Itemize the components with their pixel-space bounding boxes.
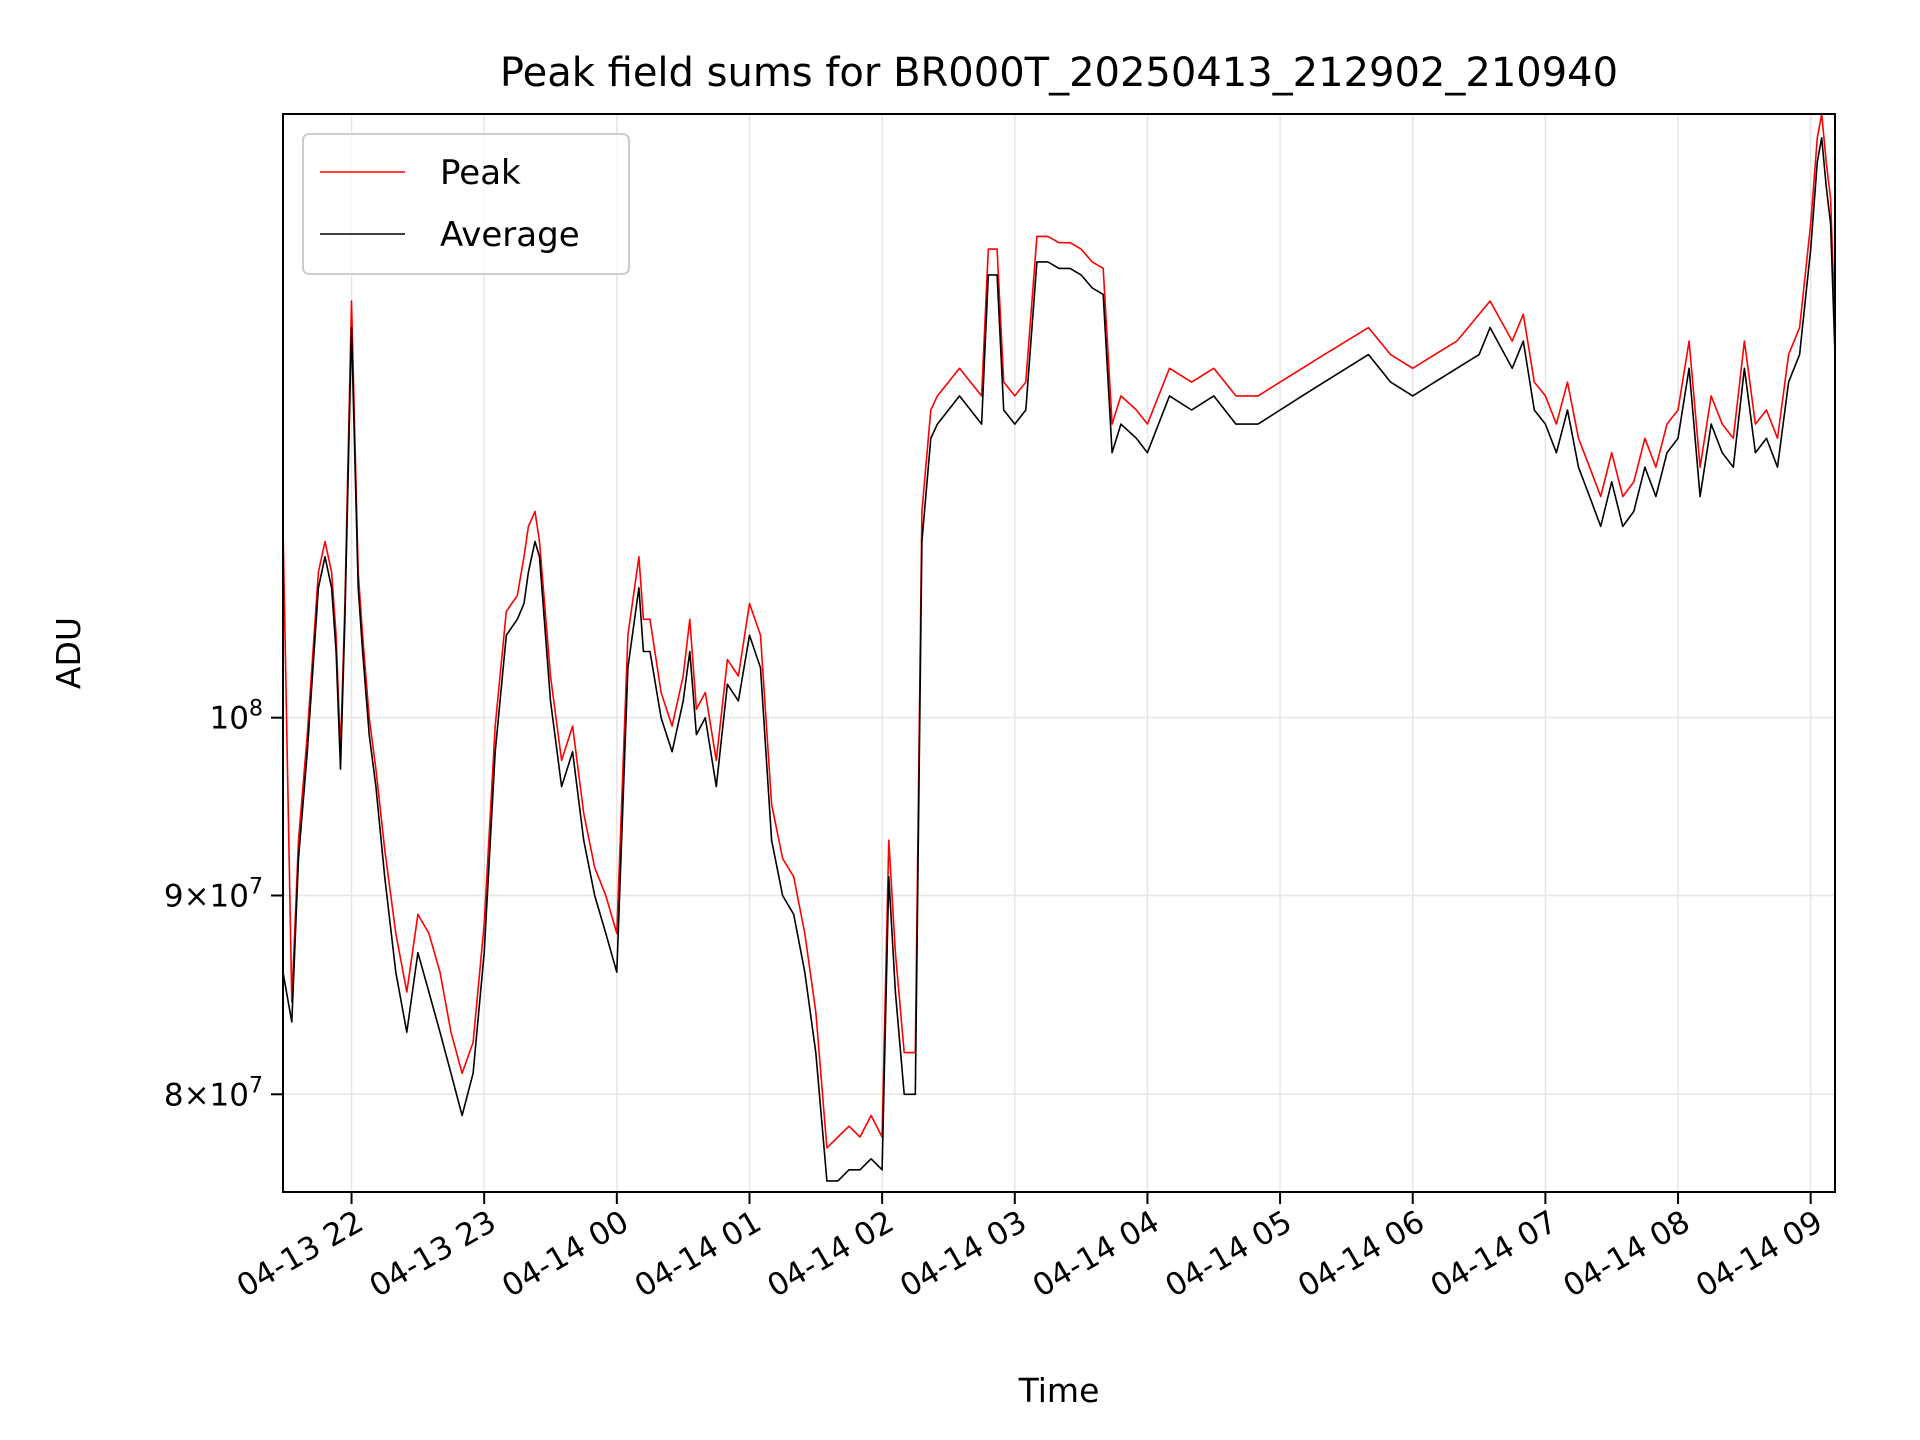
y-axis-ticks: 8×107 9×107 108	[164, 697, 283, 1113]
plot-frame	[282, 113, 1836, 1193]
y-tick-label: 9×107	[164, 874, 263, 914]
series-line-average	[283, 137, 1835, 1182]
chart-title: Peak field sums for BR000T_20250413_2129…	[500, 50, 1618, 96]
grid	[283, 114, 1835, 1192]
series-layer	[283, 114, 1835, 1182]
y-axis-label: ADU	[49, 617, 88, 689]
series-line-peak	[283, 114, 1835, 1149]
legend-box	[302, 133, 630, 275]
legend-label-average: Average	[440, 215, 580, 255]
y-tick-label: 8×107	[164, 1073, 263, 1113]
x-axis-label: Time	[1018, 1371, 1100, 1410]
legend-label-peak: Peak	[440, 153, 521, 193]
y-tick-label: 108	[210, 697, 263, 737]
legend: Peak Average	[302, 133, 630, 275]
